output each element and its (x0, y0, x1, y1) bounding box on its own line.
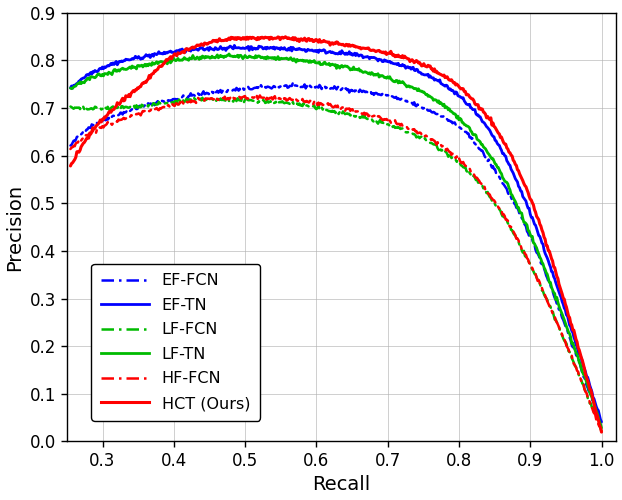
EF-FCN (289, 80, 297, 86)
LF-TN (225, 51, 233, 57)
EF-TN (323, 50, 331, 56)
HCT (Ours) (384, 50, 391, 56)
LF-TN (355, 66, 363, 71)
LF-FCN (323, 107, 331, 113)
HF-FCN (320, 102, 328, 107)
EF-TN (586, 382, 593, 388)
HF-FCN (355, 110, 363, 116)
LF-TN (323, 62, 331, 68)
Line: LF-FCN: LF-FCN (70, 98, 601, 431)
LF-TN (384, 74, 391, 80)
LF-FCN (67, 104, 74, 110)
EF-FCN (320, 85, 328, 91)
Line: HCT (Ours): HCT (Ours) (70, 36, 601, 432)
HF-FCN (253, 92, 261, 98)
EF-FCN (384, 92, 391, 98)
Line: HF-FCN: HF-FCN (70, 96, 601, 431)
EF-FCN (67, 142, 74, 148)
HCT (Ours) (355, 45, 363, 51)
HCT (Ours) (320, 38, 328, 44)
Legend: EF-FCN, EF-TN, LF-FCN, LF-TN, HF-FCN, HCT (Ours): EF-FCN, EF-TN, LF-FCN, LF-TN, HF-FCN, HC… (91, 264, 260, 420)
LF-TN (586, 390, 593, 396)
HCT (Ours) (586, 386, 593, 392)
LF-TN (67, 85, 74, 91)
LF-FCN (598, 428, 605, 434)
HF-FCN (384, 117, 391, 123)
EF-TN (231, 42, 238, 48)
HF-FCN (67, 146, 74, 152)
EF-FCN (586, 388, 593, 394)
HCT (Ours) (67, 163, 74, 169)
HF-FCN (586, 399, 593, 405)
HCT (Ours) (282, 34, 289, 40)
LF-FCN (384, 122, 391, 128)
EF-TN (355, 53, 363, 59)
EF-TN (320, 46, 328, 52)
LF-TN (320, 60, 328, 66)
EF-TN (384, 58, 391, 64)
HF-FCN (598, 428, 605, 434)
HCT (Ours) (323, 39, 331, 45)
HF-FCN (323, 102, 331, 107)
LF-FCN (586, 400, 593, 406)
EF-FCN (598, 426, 605, 432)
LF-TN (598, 425, 605, 431)
EF-TN (67, 85, 74, 91)
EF-FCN (323, 84, 331, 90)
EF-FCN (355, 89, 363, 95)
Line: EF-TN: EF-TN (70, 46, 601, 422)
HCT (Ours) (598, 429, 605, 435)
LF-TN (503, 180, 511, 186)
LF-FCN (355, 113, 363, 119)
Line: LF-TN: LF-TN (70, 54, 601, 428)
HF-FCN (503, 216, 511, 222)
LF-FCN (503, 218, 511, 224)
HCT (Ours) (503, 145, 511, 151)
Y-axis label: Precision: Precision (6, 184, 24, 270)
X-axis label: Recall: Recall (312, 476, 371, 494)
EF-TN (598, 419, 605, 425)
Line: EF-FCN: EF-FCN (70, 83, 601, 428)
EF-TN (503, 158, 511, 164)
EF-FCN (503, 186, 511, 192)
LF-FCN (190, 94, 198, 100)
LF-FCN (320, 106, 328, 112)
